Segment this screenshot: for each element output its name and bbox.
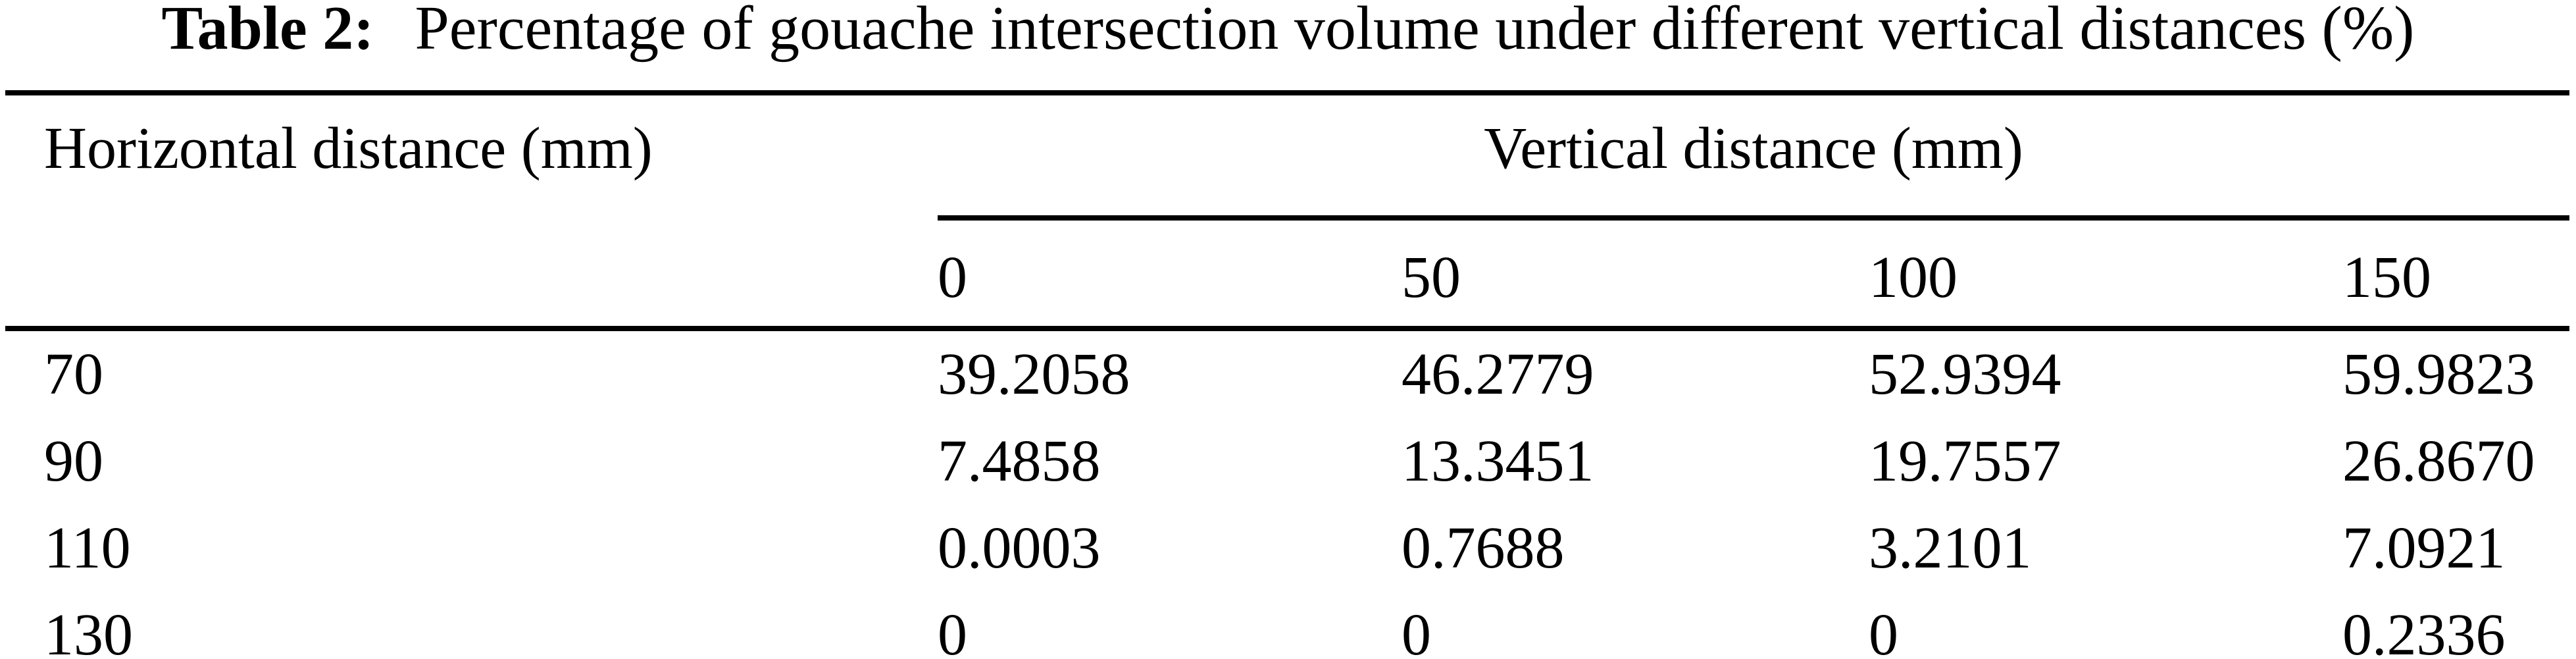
- value-cell: 7.0921: [2342, 515, 2506, 581]
- value-cell: 0.7688: [1402, 515, 1565, 581]
- table-caption-label: Table 2:: [161, 0, 374, 63]
- value-cell: 46.2779: [1402, 341, 1594, 407]
- row-header-cell: 110: [44, 515, 131, 581]
- value-cell: 0.2336: [2342, 592, 2570, 659]
- value-cell: 3.2101: [1869, 515, 2032, 581]
- value-cell: 52.9394: [1869, 341, 2061, 407]
- value-cell: 19.7557: [1869, 428, 2061, 494]
- row-header-cell: 70: [44, 341, 103, 407]
- header-row-group: Horizontal distance (mm) Vertical distan…: [5, 93, 2570, 331]
- col-header-150: 150: [2342, 218, 2570, 331]
- value-cell: 26.8670: [2342, 428, 2535, 494]
- value-cell: 7.4858: [938, 428, 1101, 494]
- col-header-100: 100: [1869, 218, 2342, 331]
- value-cell: 0.0003: [938, 515, 1101, 581]
- table-row: 70 39.2058 46.2779 52.9394 59.9823: [5, 329, 2569, 418]
- table-caption-text: Percentage of gouache intersection volum…: [415, 0, 2415, 63]
- table-caption: Table 2: Percentage of gouache intersecti…: [0, 0, 2576, 61]
- value-cell: 13.3451: [1402, 428, 1594, 494]
- col-header-0: 0: [938, 218, 1402, 331]
- row-variable-header: Horizontal distance (mm): [5, 93, 938, 331]
- col-header-50: 50: [1402, 218, 1869, 331]
- table-row: 110 0.0003 0.7688 3.2101 7.0921: [5, 505, 2569, 592]
- header-row-values: 0 50 100 150: [5, 218, 2570, 331]
- column-group-header: Vertical distance (mm): [938, 93, 2570, 221]
- value-cell: 0: [1869, 592, 2342, 659]
- value-cell: 0: [1402, 592, 1869, 659]
- value-cell: 39.2058: [938, 341, 1130, 407]
- value-cell: 59.9823: [2342, 341, 2535, 407]
- value-cell: 0: [938, 592, 1402, 659]
- row-header-cell: 130: [5, 592, 938, 659]
- table-row: 90 7.4858 13.3451 19.7557 26.8670: [5, 418, 2569, 505]
- table-row: 130 0 0 0 0.2336: [5, 592, 2570, 659]
- row-header-cell: 90: [44, 428, 103, 494]
- data-table: Horizontal distance (mm) Vertical distan…: [5, 90, 2570, 659]
